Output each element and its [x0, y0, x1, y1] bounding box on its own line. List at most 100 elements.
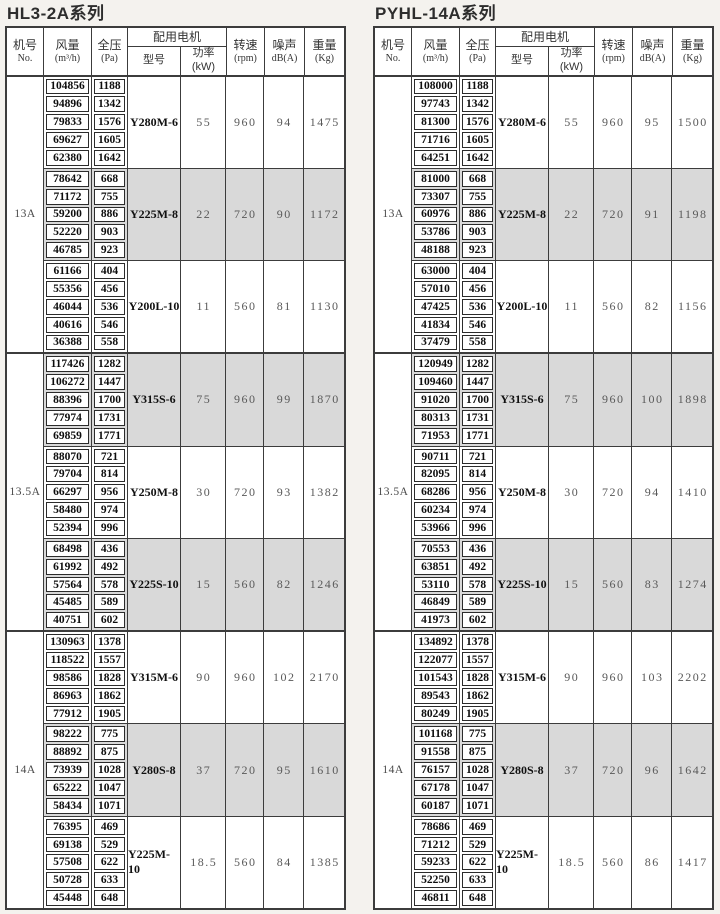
- pressure-value-cell: 1700: [94, 392, 125, 408]
- pressure-value-cell: 1047: [462, 780, 493, 796]
- pressure-value-cell: 1576: [462, 114, 493, 131]
- power-cell: 90: [181, 632, 226, 724]
- speed-cell-text: 560: [234, 299, 257, 314]
- weight-cell: 1172: [304, 169, 344, 260]
- flow-value-cell: 52394: [46, 520, 89, 536]
- flow-value-cell: 46811: [414, 890, 457, 907]
- section-groups: 104856 94896 79833 69627 62380 1188 1342 1576 16…: [44, 76, 344, 353]
- pressure-value-cell: 1905: [462, 705, 493, 722]
- power-cell: 22: [181, 168, 226, 261]
- noise-cell: 90: [264, 168, 304, 261]
- pressure-value-cell: 1028: [94, 762, 125, 779]
- flow-value-cell: 77974: [46, 409, 89, 426]
- pressure-value-cell: 1342: [94, 96, 125, 113]
- speed-cell-text: 720: [234, 484, 257, 499]
- motor-group-row: 104856 94896 79833 69627 62380 1188 1342 1576 16…: [44, 76, 344, 169]
- motor-group-row: 78642 71172 59200 52220 46785 668 755 886 903 923…: [44, 168, 344, 262]
- flow-value-cell: 58480: [46, 502, 89, 519]
- pressure-value-cell: 1731: [462, 409, 493, 426]
- pressure-value-cell: 436: [462, 540, 493, 557]
- power-cell-text: 37: [196, 762, 212, 777]
- flow-value-cell: 46044: [46, 298, 89, 315]
- flow-value-cell: 60187: [414, 797, 457, 814]
- table-title: HL3-2A系列: [7, 4, 105, 23]
- flow-value-cell: 62380: [46, 149, 89, 166]
- pressure-value-cell: 546: [94, 316, 125, 333]
- weight-cell: 1198: [672, 169, 712, 260]
- speed-cell-text: 960: [234, 114, 257, 129]
- pressure-value-cell: 602: [94, 612, 125, 629]
- pressure-value-cell: 1642: [94, 149, 125, 166]
- power-cell-text: 55: [196, 114, 212, 129]
- motor-model-text: Y225M-10: [496, 847, 538, 877]
- pressure-value-cell: 923: [94, 242, 125, 259]
- col-header-pressure: 全压 (Pa): [460, 28, 496, 75]
- pressure-value-cell: 996: [462, 520, 493, 536]
- motor-group-row: 63000 57010 47425 41834 37479 404 456 536 546 558…: [412, 261, 712, 353]
- motor-group-row: 120949 109460 91020 80313 71953 1282 1447 1700 1…: [412, 354, 712, 447]
- flow-value-cell: 76395: [46, 818, 89, 835]
- weight-cell-text: 1500: [677, 114, 708, 129]
- motor-model-cell: Y250M-8: [128, 446, 181, 538]
- power-cell-text: 15: [196, 577, 212, 592]
- col-header-weight: 重量 (Kg): [312, 37, 337, 64]
- flow-value-cell: 40751: [46, 612, 89, 629]
- pressure-value-cell: 404: [94, 263, 125, 279]
- power-cell: 75: [549, 354, 594, 446]
- flow-column: 78642 71172 59200 52220 46785: [44, 168, 92, 261]
- flow-value-cell: 69627: [46, 132, 89, 148]
- weight-cell: 1500: [672, 77, 712, 168]
- pressure-value-cell: 1447: [94, 374, 125, 391]
- pressure-value-cell: 1071: [462, 797, 493, 814]
- flow-value-cell: 68498: [46, 540, 89, 557]
- motor-group-row: 101168 91558 76157 67178 60187 775 875 1028 1047…: [412, 724, 712, 817]
- pressure-value-cell: 456: [462, 280, 493, 297]
- section-groups: 120949 109460 91020 80313 71953 1282 1447 1700 1…: [412, 354, 712, 631]
- flow-value-cell: 98586: [46, 669, 89, 686]
- noise-cell-text: 94: [276, 114, 292, 129]
- pressure-value-cell: 775: [462, 726, 493, 743]
- flow-value-cell: 81000: [414, 170, 457, 187]
- pressure-value-cell: 974: [462, 502, 493, 519]
- pressure-column: 469 529 622 633 648: [92, 816, 128, 908]
- flow-value-cell: 78642: [46, 170, 89, 187]
- pressure-column: 668 755 886 903 923: [92, 168, 128, 261]
- flow-value-cell: 77912: [46, 705, 89, 722]
- motor-group-row: 117426 106272 88396 77974 69859 1282 1447 1700 1…: [44, 354, 344, 447]
- pressure-column: 721 814 956 974 996: [92, 446, 128, 538]
- motor-model-text: Y225S-10: [497, 577, 547, 592]
- flow-column: 134892 122077 101543 89543 80249: [412, 632, 460, 724]
- table-body: 13A 108000 97743 81300 71716 64251 1188 1342 157…: [375, 76, 712, 908]
- pressure-value-cell: 456: [94, 280, 125, 297]
- pressure-value-cell: 602: [462, 612, 493, 629]
- pressure-value-cell: 492: [462, 558, 493, 575]
- flow-value-cell: 101168: [414, 726, 457, 743]
- pressure-value-cell: 1071: [94, 797, 125, 814]
- motor-group-row: 68498 61992 57564 45485 40751 436 492 578 589 602…: [44, 538, 344, 631]
- table-body: 13A 104856 94896 79833 69627 62380 1188 1342 157…: [7, 76, 344, 908]
- pressure-value-cell: 875: [94, 744, 125, 761]
- flow-value-cell: 118522: [46, 652, 89, 668]
- noise-cell-text: 81: [276, 299, 292, 314]
- table-title: PYHL-14A系列: [375, 4, 497, 23]
- flow-column: 61166 55356 46044 40616 36388: [44, 261, 92, 353]
- weight-cell: 1417: [672, 817, 712, 908]
- flow-value-cell: 36388: [46, 334, 89, 351]
- pressure-value-cell: 668: [462, 170, 493, 187]
- speed-cell-text: 560: [602, 299, 625, 314]
- power-cell: 75: [181, 354, 226, 446]
- weight-cell: 2170: [304, 632, 344, 723]
- power-cell-text: 22: [196, 206, 212, 221]
- fan-size-cell: 13A: [375, 76, 412, 353]
- fan-size-cell: 13A: [7, 76, 44, 353]
- col-header-no: 机号 No.: [7, 28, 44, 75]
- speed-cell-text: 560: [234, 577, 257, 592]
- weight-cell-text: 2202: [677, 670, 708, 685]
- power-cell: 15: [181, 538, 226, 631]
- motor-model-cell: Y225M-10: [128, 816, 181, 908]
- flow-column: 88070 79704 66297 58480 52394: [44, 446, 92, 538]
- pressure-value-cell: 529: [462, 836, 493, 853]
- motor-model-cell: Y315M-6: [128, 632, 181, 724]
- weight-cell-text: 1382: [309, 484, 340, 499]
- weight-cell: 1610: [304, 724, 344, 815]
